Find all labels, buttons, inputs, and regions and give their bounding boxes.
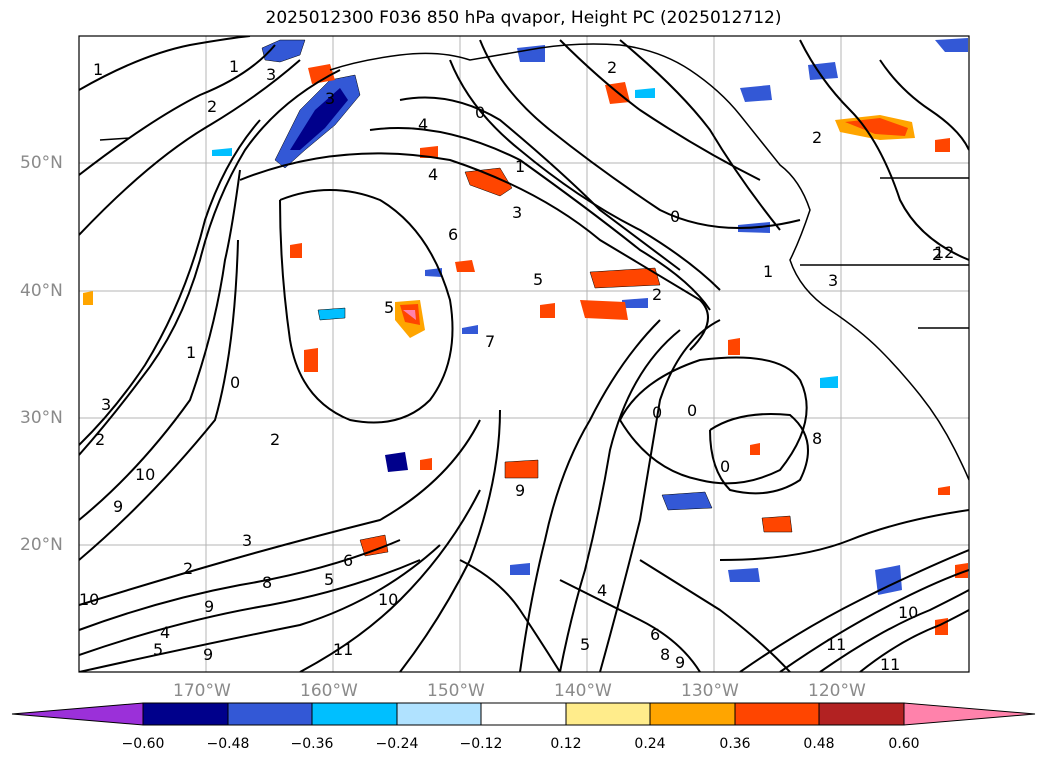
contour-label: 8 xyxy=(660,645,670,664)
contour-label: 9 xyxy=(675,653,685,672)
colorbar-tick: 0.60 xyxy=(888,736,920,752)
contour-label: 3 xyxy=(101,395,111,414)
lon-label-120w: 120°W xyxy=(808,681,866,701)
contour-label: 10 xyxy=(79,590,99,609)
contour-label: 10 xyxy=(378,590,398,609)
contour-label: 12 xyxy=(934,243,954,262)
contour-label: 5 xyxy=(384,298,394,317)
contour-label: 5 xyxy=(324,570,334,589)
contour-label: 0 xyxy=(230,373,240,392)
colorbar-swatch xyxy=(142,702,229,726)
contour-label: 0 xyxy=(475,103,485,122)
colorbar-swatch xyxy=(311,702,398,726)
contour-label: 3 xyxy=(325,89,335,108)
contour-label: 2 xyxy=(932,245,942,264)
contour-label: 2 xyxy=(183,559,193,578)
contour-label: 3 xyxy=(828,271,838,290)
colorbar-swatch xyxy=(649,702,736,726)
contour-label: 0 xyxy=(670,207,680,226)
contour-label: 9 xyxy=(113,497,123,516)
contour-label: 0 xyxy=(720,457,730,476)
colorbar-swatch xyxy=(480,702,567,726)
lon-label-150w: 150°W xyxy=(427,681,485,701)
contour-labels: 1 2 3 1 2 3 4 0 1 2 3 0 4 5 2 5 7 0 0 0 … xyxy=(79,57,954,674)
contour-label: 5 xyxy=(533,270,543,289)
contour-label: 3 xyxy=(512,203,522,222)
colorbar-tick: −0.24 xyxy=(375,736,419,752)
contour-label: 9 xyxy=(203,645,213,664)
contour-label: 5 xyxy=(153,640,163,659)
contour-label: 1 xyxy=(93,60,103,79)
lat-label-40n: 40°N xyxy=(20,281,63,301)
colorbar-tick: 0.36 xyxy=(719,736,751,752)
contour-label: 1 xyxy=(515,157,525,176)
contour-label: 6 xyxy=(650,625,660,644)
lon-label-130w: 130°W xyxy=(681,681,739,701)
contour-label: 4 xyxy=(597,581,607,600)
contour-label: 11 xyxy=(333,640,353,659)
colorbar-tick: −0.36 xyxy=(290,736,334,752)
contour-label: 2 xyxy=(812,128,822,147)
lat-label-30n: 30°N xyxy=(20,408,63,428)
contour-label: 6 xyxy=(448,225,458,244)
contour-label: 4 xyxy=(418,115,428,134)
qvapor-shading xyxy=(83,38,968,635)
lat-label-20n: 20°N xyxy=(20,535,63,555)
colorbar-extend-high xyxy=(903,702,1036,726)
contour-label: 6 xyxy=(343,551,353,570)
contour-label: 10 xyxy=(135,465,155,484)
contour-label: 3 xyxy=(266,65,276,84)
lon-label-170w: 170°W xyxy=(173,681,231,701)
colorbar-tick: 0.24 xyxy=(634,736,666,752)
contour-label: 2 xyxy=(652,285,662,304)
contour-label: 9 xyxy=(515,481,525,500)
coastlines xyxy=(99,43,969,481)
contour-label: 10 xyxy=(898,603,918,622)
colorbar-tick: −0.12 xyxy=(459,736,503,752)
contour-label: 9 xyxy=(204,597,214,616)
contour-label: 11 xyxy=(826,635,846,654)
colorbar-tick: −0.48 xyxy=(206,736,250,752)
colorbar-swatch xyxy=(396,702,482,726)
contour-label: 11 xyxy=(880,655,900,674)
contour-label: 4 xyxy=(160,623,170,642)
contour-label: 8 xyxy=(812,429,822,448)
colorbar-swatch xyxy=(818,702,905,726)
colorbar-swatch xyxy=(734,702,820,726)
contour-label: 1 xyxy=(229,57,239,76)
contour-label: 4 xyxy=(428,165,438,184)
map-title: 2025012300 F036 850 hPa qvapor, Height P… xyxy=(265,8,782,28)
colorbar-tick: −0.60 xyxy=(121,736,165,752)
contour-label: 2 xyxy=(607,58,617,77)
colorbar-tick: 0.48 xyxy=(803,736,835,752)
contour-label: 2 xyxy=(95,430,105,449)
plot-frame xyxy=(78,35,970,673)
contour-label: 1 xyxy=(763,262,773,281)
contour-label: 8 xyxy=(262,573,272,592)
contour-label: 7 xyxy=(485,332,495,351)
contour-label: 3 xyxy=(242,531,252,550)
colorbar xyxy=(11,702,1036,726)
colorbar-swatch xyxy=(565,702,651,726)
contour-label: 2 xyxy=(207,97,217,116)
contour-label: 1 xyxy=(186,343,196,362)
colorbar-extend-low xyxy=(11,702,144,726)
lat-label-50n: 50°N xyxy=(20,153,63,173)
colorbar-swatch xyxy=(227,702,313,726)
lon-label-140w: 140°W xyxy=(554,681,612,701)
contour-label: 2 xyxy=(270,430,280,449)
lon-label-160w: 160°W xyxy=(300,681,358,701)
contour-label: 0 xyxy=(687,401,697,420)
contour-label: 5 xyxy=(580,635,590,654)
colorbar-tick: 0.12 xyxy=(550,736,582,752)
height-contours xyxy=(79,36,969,672)
contour-label: 0 xyxy=(652,403,662,422)
